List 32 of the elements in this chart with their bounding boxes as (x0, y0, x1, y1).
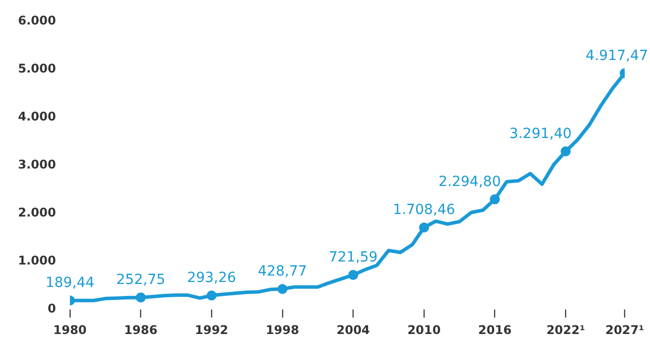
point (419, 222, 430, 232)
point (136, 292, 146, 302)
point (490, 194, 500, 204)
point (348, 270, 358, 280)
point (560, 146, 571, 156)
point (206, 290, 217, 301)
data-label: 293,26 (187, 270, 236, 286)
y-tick-label: 4.000 (18, 109, 56, 124)
x-tick-label: 1992 (194, 322, 228, 337)
x-tick-label: 2027¹ (605, 322, 644, 337)
x-tick-label: 2016 (478, 322, 512, 337)
x-tick-label: 2022¹ (546, 322, 585, 337)
x-tick-label: 1980 (53, 322, 87, 337)
y-tick-label: 2.000 (18, 206, 56, 220)
data-label: 428,77 (258, 264, 307, 280)
y-tick-label: 1.000 (18, 254, 56, 268)
x-tick-label: 1998 (266, 322, 300, 337)
data-label: 4.917,47 (586, 48, 648, 64)
data-label: 721,59 (328, 250, 378, 266)
y-tick-label: 0 (48, 302, 56, 316)
data-label: 189,44 (45, 275, 95, 292)
point (277, 284, 288, 294)
x-tick-label: 1986 (124, 322, 158, 337)
data-label: 2.294,80 (438, 174, 501, 190)
x-tick-label: 2004 (336, 322, 370, 337)
y-tick-label: 6.000 (18, 13, 56, 28)
data-label: 252,75 (116, 272, 166, 288)
data-label: 3.291,40 (509, 126, 572, 142)
x-tick-label: 2010 (407, 322, 441, 337)
y-tick-label: 3.000 (18, 158, 56, 172)
y-tick-label: 5.000 (18, 61, 56, 76)
data-label: 1.708,46 (392, 202, 456, 218)
